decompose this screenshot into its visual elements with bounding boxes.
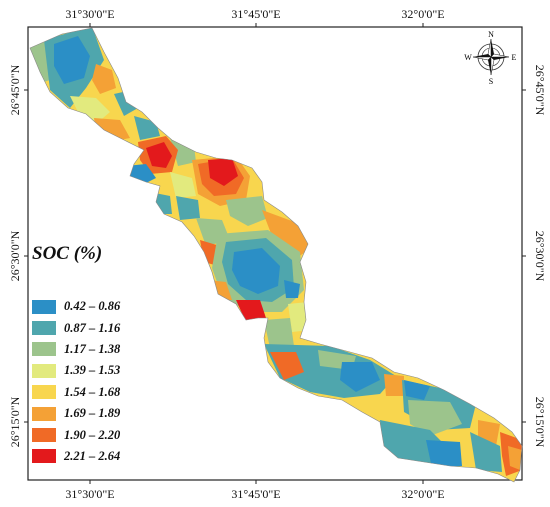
legend-swatch [32, 449, 56, 464]
legend-label: 2.21 – 2.64 [64, 448, 121, 463]
legend-label: 1.39 – 1.53 [64, 363, 121, 378]
zone-0-42-0-86 [426, 440, 462, 468]
zone-0-42-0-86 [54, 36, 90, 84]
left-tick-label: 26°45'0"N [8, 64, 22, 115]
legend-swatch [32, 321, 56, 336]
zone-1-69-1-89 [262, 210, 310, 262]
zone-1-69-1-89 [508, 446, 522, 470]
zone-1-39-1-53 [70, 96, 110, 124]
legend-title: SOC (%) [32, 243, 103, 264]
legend-swatch [32, 406, 56, 421]
legend-swatch [32, 428, 56, 443]
right-tick-label: 26°30'0"N [533, 231, 547, 282]
legend-item: 1.69 – 1.89 [32, 403, 120, 424]
top-tick-label: 31°30'0"E [65, 7, 114, 21]
zone-2-21-2-64 [146, 142, 172, 168]
legend-swatch [32, 299, 56, 314]
legend-label: 1.90 – 2.20 [64, 427, 121, 442]
legend-item: 1.54 – 1.68 [32, 382, 120, 403]
zone-1-17-1-38 [226, 196, 268, 226]
zone-0-42-0-86 [232, 248, 280, 294]
compass-east-label: E [512, 53, 517, 62]
compass-rose-icon: N S E W [464, 30, 516, 86]
zone-2-21-2-64 [208, 158, 238, 186]
bottom-tick-label: 31°45'0"E [231, 487, 280, 501]
zone-0-42-0-86 [284, 280, 300, 298]
zone-1-69-1-89 [92, 64, 116, 94]
legend-label: 1.69 – 1.89 [64, 406, 121, 421]
legend-label: 1.17 – 1.38 [64, 341, 121, 356]
legend: 0.42 – 0.86 0.87 – 1.16 1.17 – 1.38 1.39… [32, 296, 120, 467]
compass-north-label: N [488, 30, 494, 39]
left-tick-label: 26°30'0"N [8, 230, 22, 281]
top-tick-label: 31°45'0"E [231, 7, 280, 21]
top-tick-label: 32°0'0"E [401, 7, 444, 21]
study-area-outline [29, 27, 523, 483]
zone-1-17-1-38 [408, 400, 462, 436]
zone-0-42-0-86 [340, 362, 380, 392]
legend-label: 1.54 – 1.68 [64, 384, 121, 399]
zone-0-87-1-16 [470, 432, 502, 472]
zone-1-69-1-89 [384, 374, 404, 396]
compass-west-label: W [464, 53, 472, 62]
right-tick-label: 26°45'0"N [533, 65, 547, 116]
tick-marks [24, 23, 526, 484]
legend-item: 0.42 – 0.86 [32, 296, 120, 317]
right-tick-label: 26°15'0"N [533, 397, 547, 448]
legend-swatch [32, 385, 56, 400]
zone-1-17-1-38 [264, 318, 294, 348]
legend-item: 1.90 – 2.20 [32, 424, 120, 445]
legend-item: 1.17 – 1.38 [32, 339, 120, 360]
zone-0-87-1-16 [176, 196, 200, 220]
legend-swatch [32, 342, 56, 357]
legend-swatch [32, 363, 56, 378]
left-tick-label: 26°15'0"N [8, 396, 22, 447]
bottom-tick-label: 31°30'0"E [65, 487, 114, 501]
legend-item: 2.21 – 2.64 [32, 446, 120, 467]
legend-label: 0.87 – 1.16 [64, 320, 121, 335]
bottom-tick-label: 32°0'0"E [401, 487, 444, 501]
legend-label: 0.42 – 0.86 [64, 299, 121, 314]
zone-1-39-1-53 [170, 172, 196, 198]
zone-0-42-0-86 [404, 380, 430, 400]
legend-item: 0.87 – 1.16 [32, 317, 120, 338]
zone-1-90-2-20 [270, 352, 304, 380]
compass-south-label: S [489, 77, 493, 86]
legend-item: 1.39 – 1.53 [32, 360, 120, 381]
